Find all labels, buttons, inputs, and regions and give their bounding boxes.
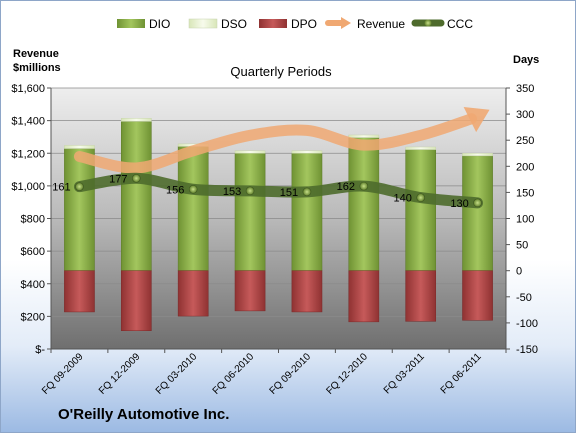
bar-dso (291, 150, 323, 154)
ccc-data-label: 153 (223, 186, 241, 198)
bar-dso (348, 134, 380, 138)
ccc-data-label: 140 (394, 193, 412, 205)
revenue-arrowhead (463, 107, 490, 133)
ccc-point (132, 174, 141, 183)
ccc-data-label: 130 (450, 198, 468, 210)
x-tick-label: FQ 03-2011 (382, 351, 427, 396)
ccc-point (416, 193, 425, 202)
x-tick-label: FQ 03-2010 (154, 351, 200, 397)
left-tick-label: $600 (21, 246, 45, 258)
left-tick-label: $200 (21, 311, 45, 323)
ccc-data-label: 162 (337, 181, 355, 193)
right-tick-label: 150 (516, 187, 534, 199)
left-tick-label: $400 (21, 279, 45, 291)
bar-dpo (348, 270, 380, 323)
right-tick-label: 50 (516, 240, 528, 252)
bar-dso (120, 118, 152, 122)
legend-label-dio: DIO (149, 17, 170, 31)
ccc-point (302, 187, 312, 197)
bar-dio (405, 149, 437, 271)
bar-dso (405, 146, 437, 150)
bar-dpo (291, 270, 323, 313)
legend-marker-ccc (424, 19, 432, 27)
legend-swatch-dpo (259, 19, 287, 28)
x-tick-label: FQ 09-2010 (268, 351, 314, 397)
legend-label-revenue: Revenue (357, 17, 405, 31)
bar-dpo (120, 270, 152, 331)
bar-dio (177, 146, 209, 271)
right-axis-title: Days (513, 54, 539, 66)
bar-series (64, 118, 493, 331)
right-tick-label: 300 (516, 109, 534, 121)
x-tick-label: FQ 12-2009 (97, 351, 143, 397)
x-tick-label: FQ 09-2009 (40, 351, 86, 397)
right-tick-label: -100 (516, 318, 538, 330)
revenue-line (73, 113, 478, 174)
bar-dso (234, 150, 266, 154)
x-tick-label: FQ 12-2010 (324, 351, 370, 397)
bar-dio (291, 153, 323, 271)
bar-dio (348, 137, 380, 271)
bar-dio (120, 121, 152, 271)
ccc-point (245, 186, 255, 196)
legend: DIO DSO DPO Revenue CCC (117, 17, 473, 31)
legend-label-ccc: CCC (447, 17, 473, 31)
left-tick-label: $800 (21, 214, 45, 226)
left-tick-label: $1,600 (11, 83, 45, 95)
x-tick-label: FQ 06-2011 (439, 351, 484, 396)
left-axis-title-line2: $millions (13, 62, 61, 74)
bar-dpo (405, 270, 437, 322)
right-tick-label: 0 (516, 266, 522, 278)
left-tick-label: $1,200 (11, 148, 45, 160)
legend-label-dpo: DPO (291, 17, 317, 31)
bar-dpo (234, 270, 266, 312)
company-name: O'Reilly Automotive Inc. (58, 406, 229, 423)
legend-arrow-revenue (341, 17, 351, 29)
ccc-data-label: 161 (52, 182, 70, 194)
ccc-data-label: 177 (109, 173, 127, 185)
ccc-line (73, 172, 484, 209)
chart-subtitle: Quarterly Periods (230, 64, 332, 79)
bar-dpo (64, 270, 95, 313)
bar-dpo (462, 270, 493, 321)
left-tick-label: $- (35, 344, 45, 356)
bar-dio (462, 155, 493, 271)
bar-dpo (177, 270, 209, 317)
bar-dio (64, 148, 95, 271)
ccc-point (359, 181, 369, 191)
left-axis-title-line1: Revenue (13, 48, 59, 60)
ccc-point (188, 184, 198, 194)
bar-dio (234, 153, 266, 271)
legend-swatch-dso (188, 18, 218, 29)
right-tick-label: 250 (516, 135, 534, 147)
right-tick-label: -150 (516, 344, 538, 356)
legend-label-dso: DSO (221, 17, 247, 31)
ccc-point (473, 198, 482, 208)
left-tick-label: $1,400 (11, 116, 45, 128)
right-tick-label: 200 (516, 161, 534, 173)
ccc-point (75, 182, 84, 191)
line-series: 161 177 156 153 151 162 140 130 (52, 107, 490, 210)
x-tick-label: FQ 06-2010 (211, 351, 257, 397)
right-tick-label: 100 (516, 214, 534, 226)
right-tick-label: 350 (516, 83, 534, 95)
legend-swatch-dio (117, 19, 145, 28)
bar-dso (462, 153, 493, 157)
left-tick-label: $1,000 (11, 181, 45, 193)
right-tick-label: -50 (516, 292, 532, 304)
ccc-data-label: 156 (166, 184, 184, 196)
ccc-data-label: 151 (280, 187, 298, 199)
bar-dso (64, 145, 95, 149)
